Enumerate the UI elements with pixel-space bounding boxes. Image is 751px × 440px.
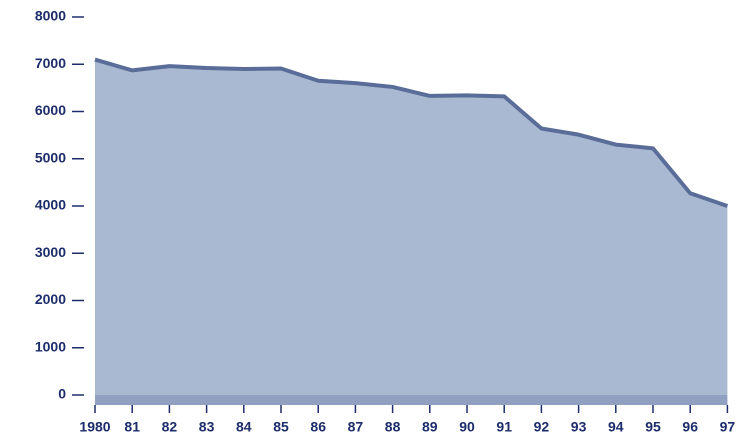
baseline-band	[95, 395, 728, 405]
y-tick-label: 3000	[35, 244, 66, 260]
y-tick-label: 2000	[35, 291, 66, 307]
y-tick-label: 5000	[35, 149, 66, 165]
x-tick-label: 93	[571, 419, 587, 435]
x-tick-label: 91	[496, 419, 512, 435]
y-tick-label: 4000	[35, 197, 66, 213]
x-tick-label: 82	[162, 419, 178, 435]
x-tick-label: 83	[199, 419, 215, 435]
y-tick-label: 6000	[35, 102, 66, 118]
area-line	[94, 57, 729, 208]
x-tick-label: 95	[645, 419, 661, 435]
x-tick-label: 90	[459, 419, 475, 435]
y-tick-label: 8000	[35, 8, 66, 24]
x-tick-label: 97	[720, 419, 736, 435]
x-tick-label: 1980	[79, 419, 110, 435]
x-tick-label: 84	[236, 419, 252, 435]
x-tick-label: 81	[124, 419, 140, 435]
y-tick-label: 1000	[35, 338, 66, 354]
x-tick-label: 96	[682, 419, 698, 435]
x-tick-label: 86	[310, 419, 326, 435]
x-tick-label: 89	[422, 419, 438, 435]
x-tick-label: 92	[534, 419, 550, 435]
y-tick-label: 7000	[35, 55, 66, 71]
x-tick-label: 87	[348, 419, 364, 435]
x-tick-label: 85	[273, 419, 289, 435]
x-tick-label: 88	[385, 419, 401, 435]
y-tick-label: 0	[58, 386, 66, 402]
x-tick-label: 94	[608, 419, 624, 435]
area	[95, 59, 728, 396]
